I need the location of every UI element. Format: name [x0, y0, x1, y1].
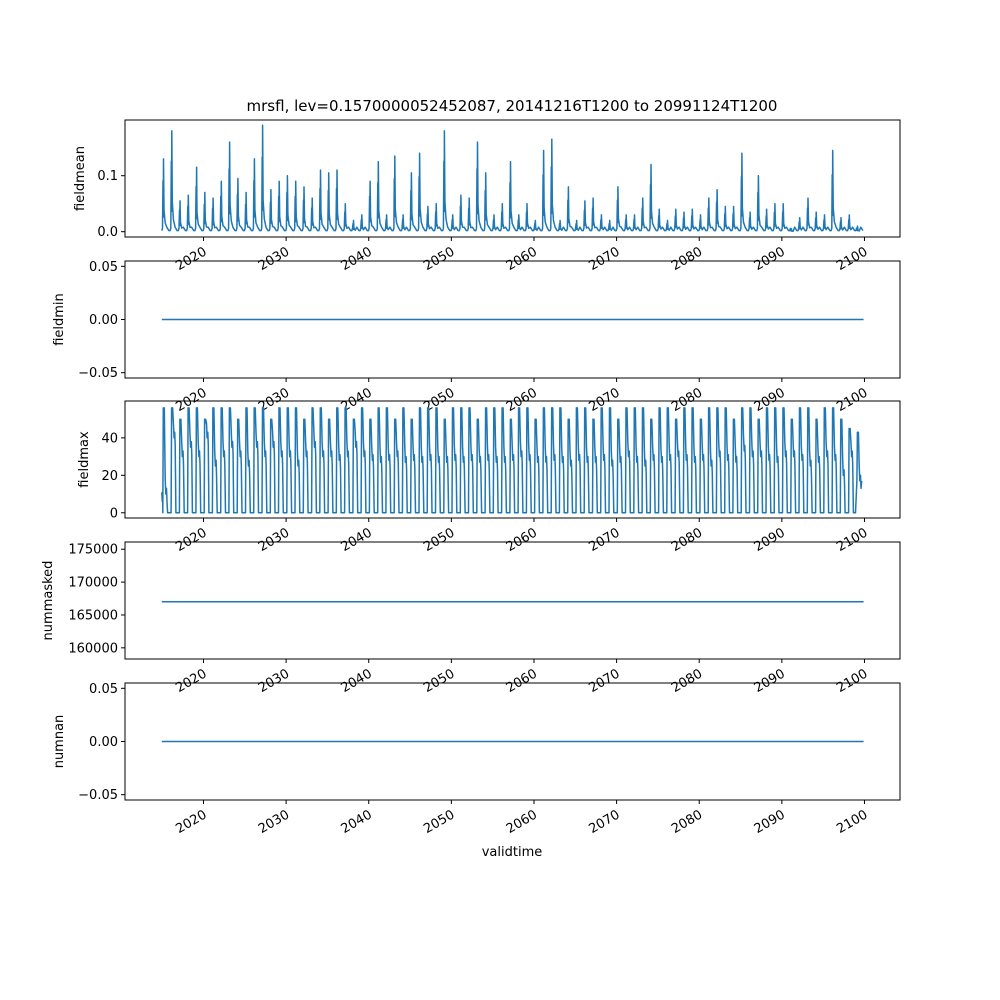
x-tick-label: 2030	[256, 525, 292, 555]
x-tick-label: 2090	[752, 666, 788, 696]
x-tick-label: 2030	[256, 244, 292, 274]
x-tick-label: 2040	[339, 666, 375, 696]
y-tick-label: −0.05	[78, 788, 118, 803]
subplot-nummasked: 160000 165000 170000 175000 nummasked 2020 203…	[41, 541, 901, 696]
y-axis-label: numnan	[52, 715, 67, 769]
x-tick-label: 2080	[669, 807, 705, 837]
x-tick-label: 2070	[586, 244, 622, 274]
x-tick-label: 2020	[173, 244, 209, 274]
x-tick-label: 2080	[669, 666, 705, 696]
x-tick-label: 2090	[752, 807, 788, 837]
x-tick-label: 2020	[173, 807, 209, 837]
x-tick-label: 2040	[339, 385, 375, 415]
x-axis-label: validtime	[482, 845, 543, 860]
axes-frame	[124, 541, 901, 660]
axes-frame	[124, 119, 901, 238]
x-tick-label: 2060	[504, 666, 540, 696]
x-tick-label: 2090	[752, 525, 788, 555]
y-tick-label: 0.05	[89, 260, 118, 275]
y-tick-label: 0.00	[89, 313, 118, 328]
y-tick-label: 170000	[68, 576, 118, 591]
y-axis-label: fieldmax	[77, 431, 92, 488]
x-tick-label: 2050	[421, 525, 457, 555]
y-axis-label: nummasked	[41, 561, 56, 641]
x-tick-label: 2100	[834, 385, 870, 415]
x-tick-label: 2020	[173, 525, 209, 555]
x-tick-label: 2100	[834, 525, 870, 555]
y-tick-label: 20	[101, 469, 118, 484]
x-tick-label: 2090	[752, 244, 788, 274]
x-tick-label: 2070	[586, 385, 622, 415]
x-tick-label: 2060	[504, 385, 540, 415]
subplot-numnan: −0.05 0.00 0.05 numnan 2020 2030 2040 2050 2060 2…	[52, 682, 901, 837]
y-axis-label: fieldmean	[73, 146, 88, 211]
x-tick-label: 2100	[834, 807, 870, 837]
x-tick-label: 2020	[173, 385, 209, 415]
x-tick-label: 2030	[256, 807, 292, 837]
y-tick-label: 165000	[68, 608, 118, 623]
x-tick-label: 2080	[669, 244, 705, 274]
y-tick-label: 175000	[68, 543, 118, 558]
y-tick-label: 0.05	[89, 682, 118, 697]
y-tick-label: 40	[101, 431, 118, 446]
x-tick-label: 2070	[586, 666, 622, 696]
y-tick-label: 0.1	[97, 169, 118, 184]
x-tick-label: 2080	[669, 525, 705, 555]
x-tick-label: 2040	[339, 244, 375, 274]
y-tick-label: 0.00	[89, 735, 118, 750]
x-tick-label: 2050	[421, 807, 457, 837]
x-tick-label: 2050	[421, 244, 457, 274]
axes-frame	[124, 400, 901, 519]
y-axis-label: fieldmin	[52, 293, 67, 346]
y-tick-label: 160000	[68, 641, 118, 656]
series-line-fieldmax	[161, 407, 863, 514]
y-tick-label: −0.05	[78, 366, 118, 381]
chart-title: mrsfl, lev=0.1570000052452087, 20141216T…	[247, 97, 778, 115]
x-tick-label: 2050	[421, 666, 457, 696]
x-tick-label: 2020	[173, 666, 209, 696]
x-tick-label: 2060	[504, 244, 540, 274]
x-tick-label: 2080	[669, 385, 705, 415]
x-tick-label: 2070	[586, 807, 622, 837]
x-tick-label: 2060	[504, 807, 540, 837]
subplot-fieldmean: 0.0 0.1 fieldmean 2020 2030 2040 2050 2060 2070 2…	[73, 119, 901, 274]
y-tick-label: 0.0	[97, 225, 118, 240]
x-tick-label: 2030	[256, 666, 292, 696]
x-tick-label: 2040	[339, 807, 375, 837]
x-tick-label: 2070	[586, 525, 622, 555]
x-tick-label: 2100	[834, 244, 870, 274]
x-tick-label: 2060	[504, 525, 540, 555]
series-line-fieldmean	[161, 124, 864, 233]
x-tick-label: 2040	[339, 525, 375, 555]
y-tick-label: 0	[110, 506, 118, 521]
x-tick-label: 2100	[834, 666, 870, 696]
